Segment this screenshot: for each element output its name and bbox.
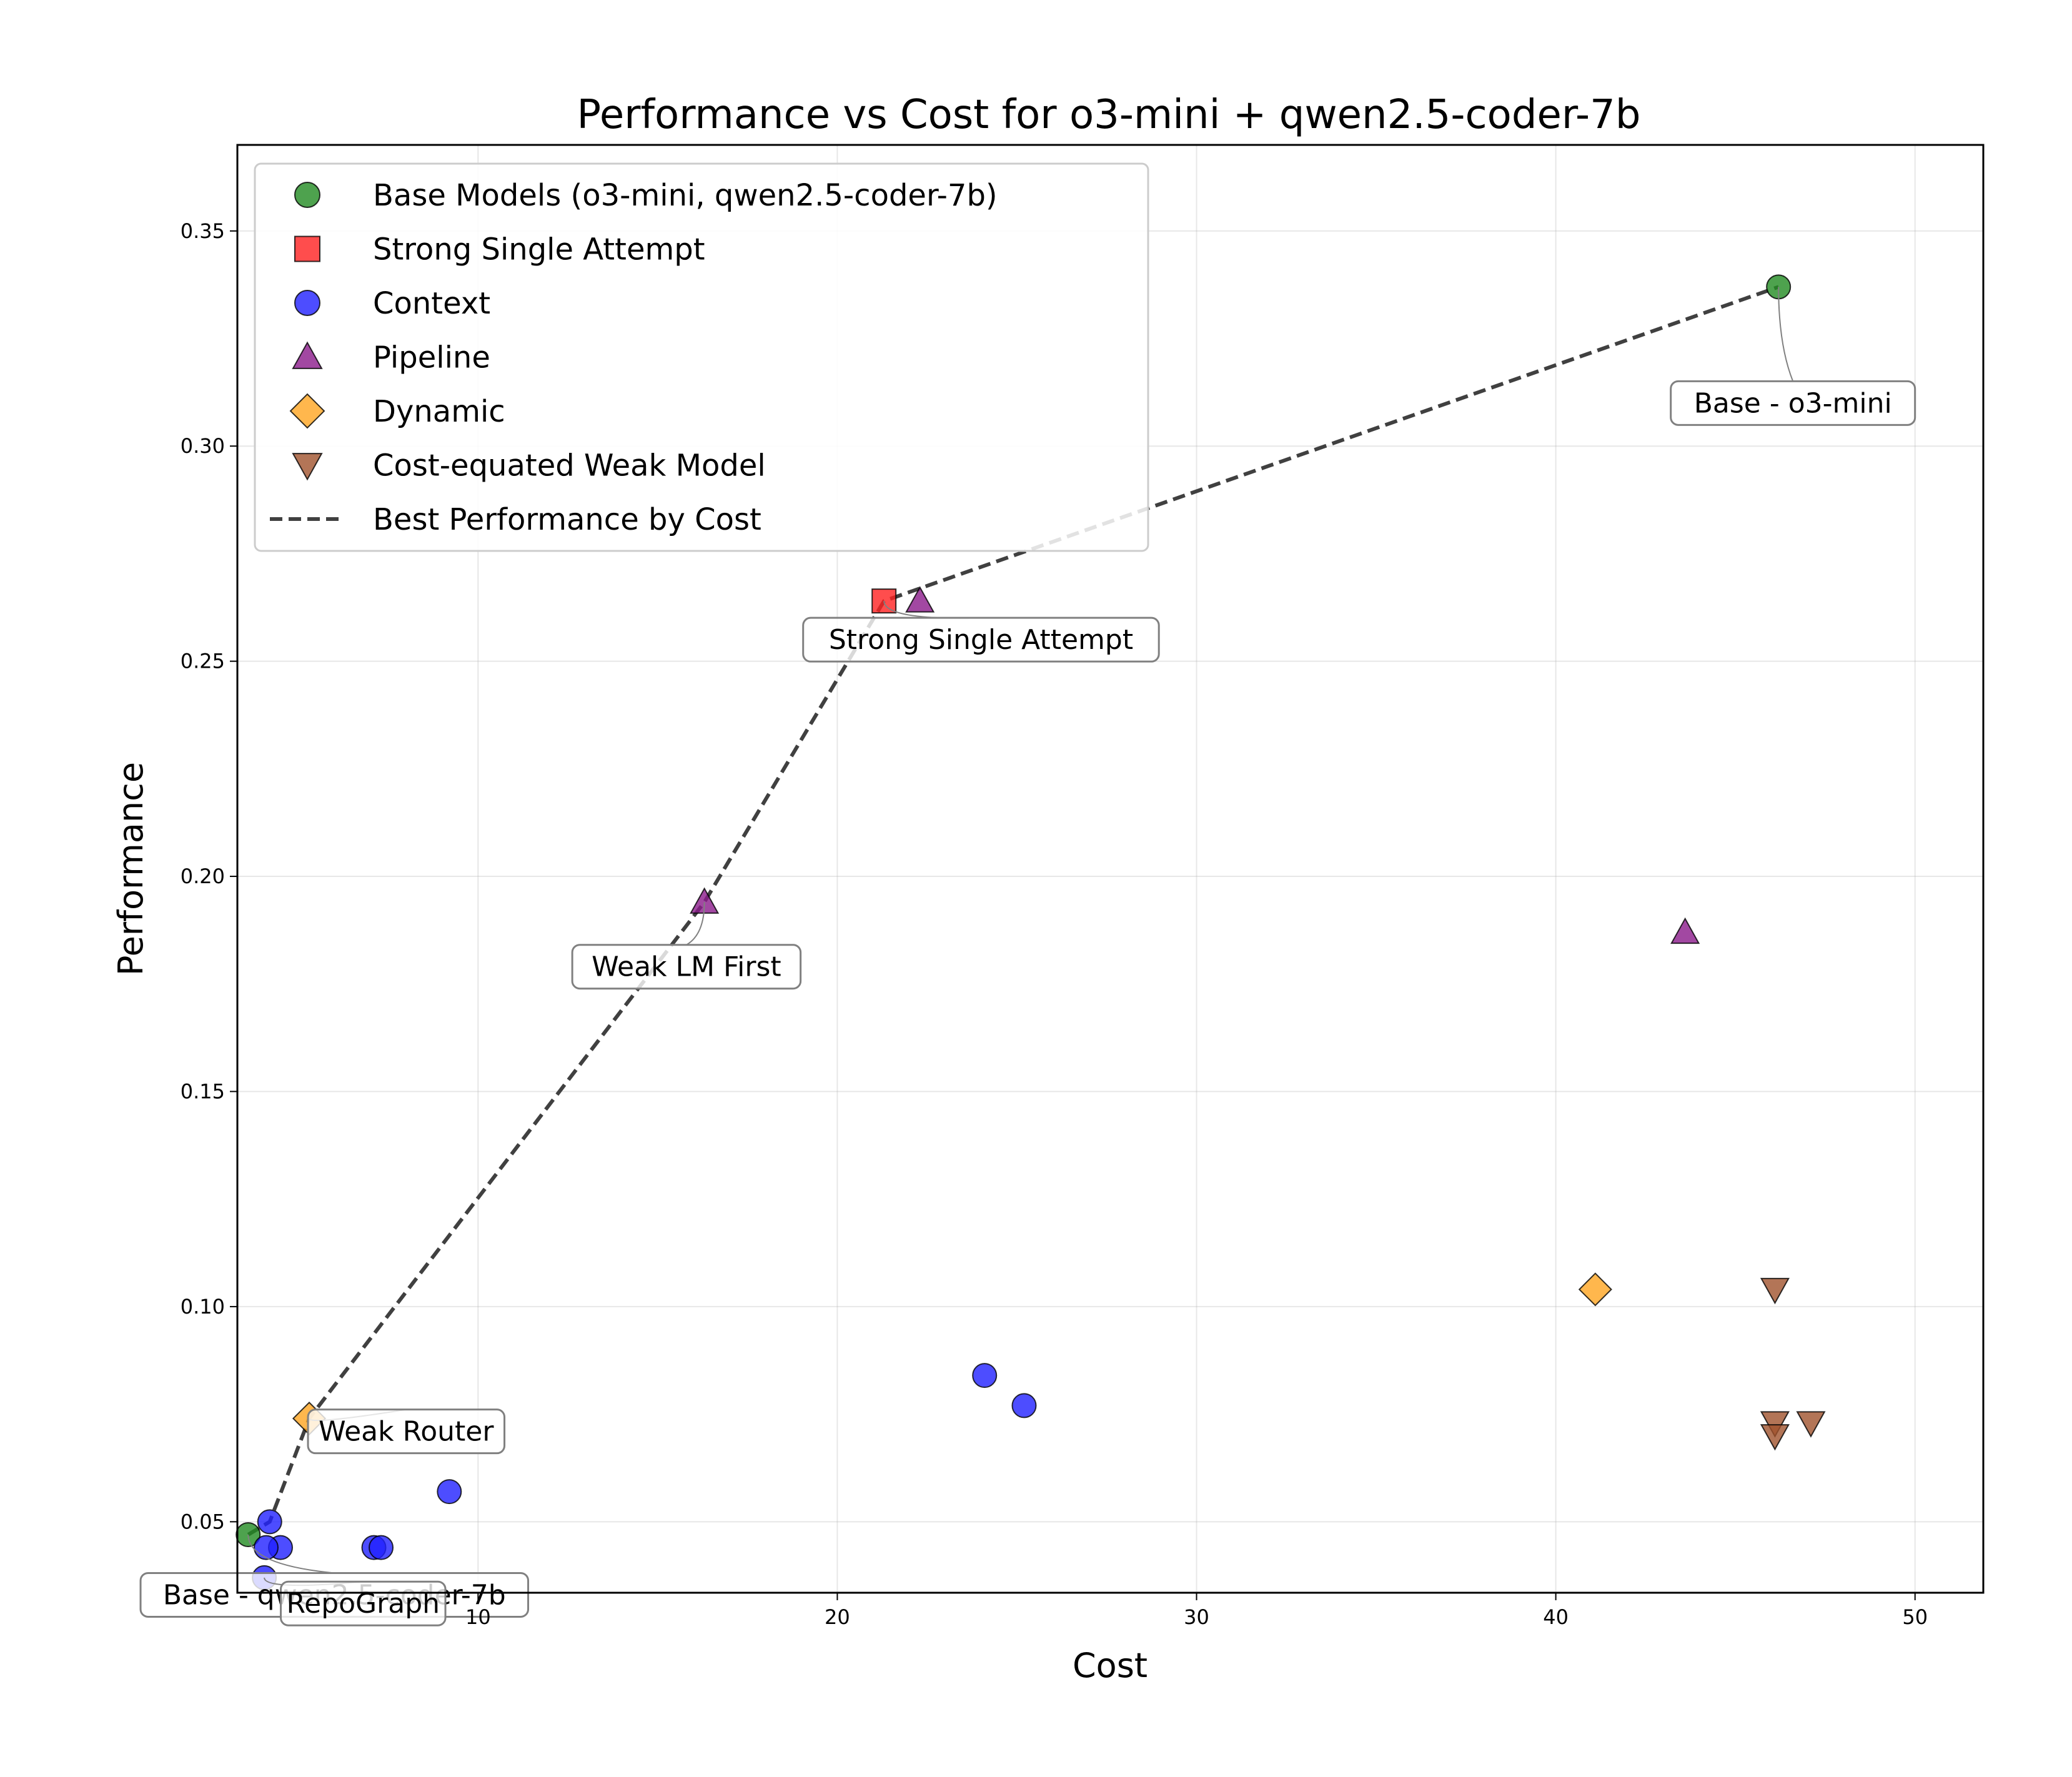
annotation-box (571, 944, 802, 990)
data-point (1670, 917, 1700, 944)
annotation-box (1670, 380, 1916, 426)
data-point (905, 586, 935, 613)
legend-label: Best Performance by Cost (373, 502, 761, 537)
x-tick-label: 30 (1184, 1605, 1209, 1629)
legend-label: Dynamic (373, 394, 505, 429)
data-point (1796, 1411, 1826, 1438)
data-point (254, 1535, 279, 1560)
annotation-connector (247, 1534, 335, 1574)
annotation-label: Weak Router (319, 1416, 494, 1448)
x-tick-label: 50 (1902, 1605, 1928, 1629)
annotation-box (307, 1408, 506, 1455)
legend-label: Context (373, 286, 490, 321)
x-tick-label: 10 (465, 1605, 491, 1629)
x-axis-label: Cost (1073, 1646, 1148, 1685)
annotation-connector (686, 902, 705, 946)
legend-marker (294, 235, 320, 262)
data-point (369, 1535, 394, 1560)
annotation-box (802, 616, 1160, 663)
data-point (1578, 1272, 1612, 1307)
legend-label: Strong Single Attempt (373, 232, 705, 267)
data-point (437, 1479, 462, 1505)
legend-label: Pipeline (373, 340, 490, 375)
annotation-label: Weak LM First (592, 951, 781, 983)
annotation-layer: Base - o3-mini Strong Single Attempt Weak … (139, 287, 1916, 1626)
tick-layer: 10 20 30 40 50 0.05 0.10 0.15 0.20 0.25 0.30 0.35 (181, 219, 1928, 1629)
x-tick-label: 20 (825, 1605, 850, 1629)
y-tick-label: 0.15 (181, 1079, 225, 1103)
data-point (257, 1509, 282, 1535)
data-point (1760, 1277, 1790, 1305)
y-tick-label: 0.20 (181, 864, 225, 888)
data-point (1760, 1411, 1790, 1438)
legend-marker (289, 393, 325, 429)
legend: Base Models (o3-mini, qwen2.5-coder-7b) S… (254, 162, 1149, 552)
y-tick-label: 0.10 (181, 1295, 225, 1319)
legend-marker (294, 290, 320, 316)
chart-title: Performance vs Cost for o3-mini + qwen2.… (577, 92, 1641, 138)
annotation-label: Strong Single Attempt (829, 624, 1133, 656)
legend-label: Cost-equated Weak Model (373, 448, 766, 483)
legend-marker (292, 341, 323, 369)
legend-marker (294, 182, 320, 208)
data-point (1011, 1393, 1037, 1418)
y-axis-label: Performance (111, 762, 151, 976)
annotation-connector (1778, 287, 1794, 382)
x-tick-label: 40 (1543, 1605, 1569, 1629)
data-point (972, 1363, 998, 1388)
y-tick-label: 0.35 (181, 219, 225, 243)
plot-frame (236, 144, 1985, 1594)
legend-marker (292, 453, 323, 481)
marker-layer (235, 274, 1826, 1590)
y-tick-label: 0.25 (181, 650, 225, 673)
annotation-label: Base - o3-mini (1694, 387, 1892, 419)
legend-box (254, 162, 1149, 552)
data-point (1760, 1424, 1790, 1451)
legend-label: Base Models (o3-mini, qwen2.5-coder-7b) (373, 178, 998, 213)
y-tick-label: 0.05 (181, 1510, 225, 1533)
y-tick-label: 0.30 (181, 434, 225, 458)
